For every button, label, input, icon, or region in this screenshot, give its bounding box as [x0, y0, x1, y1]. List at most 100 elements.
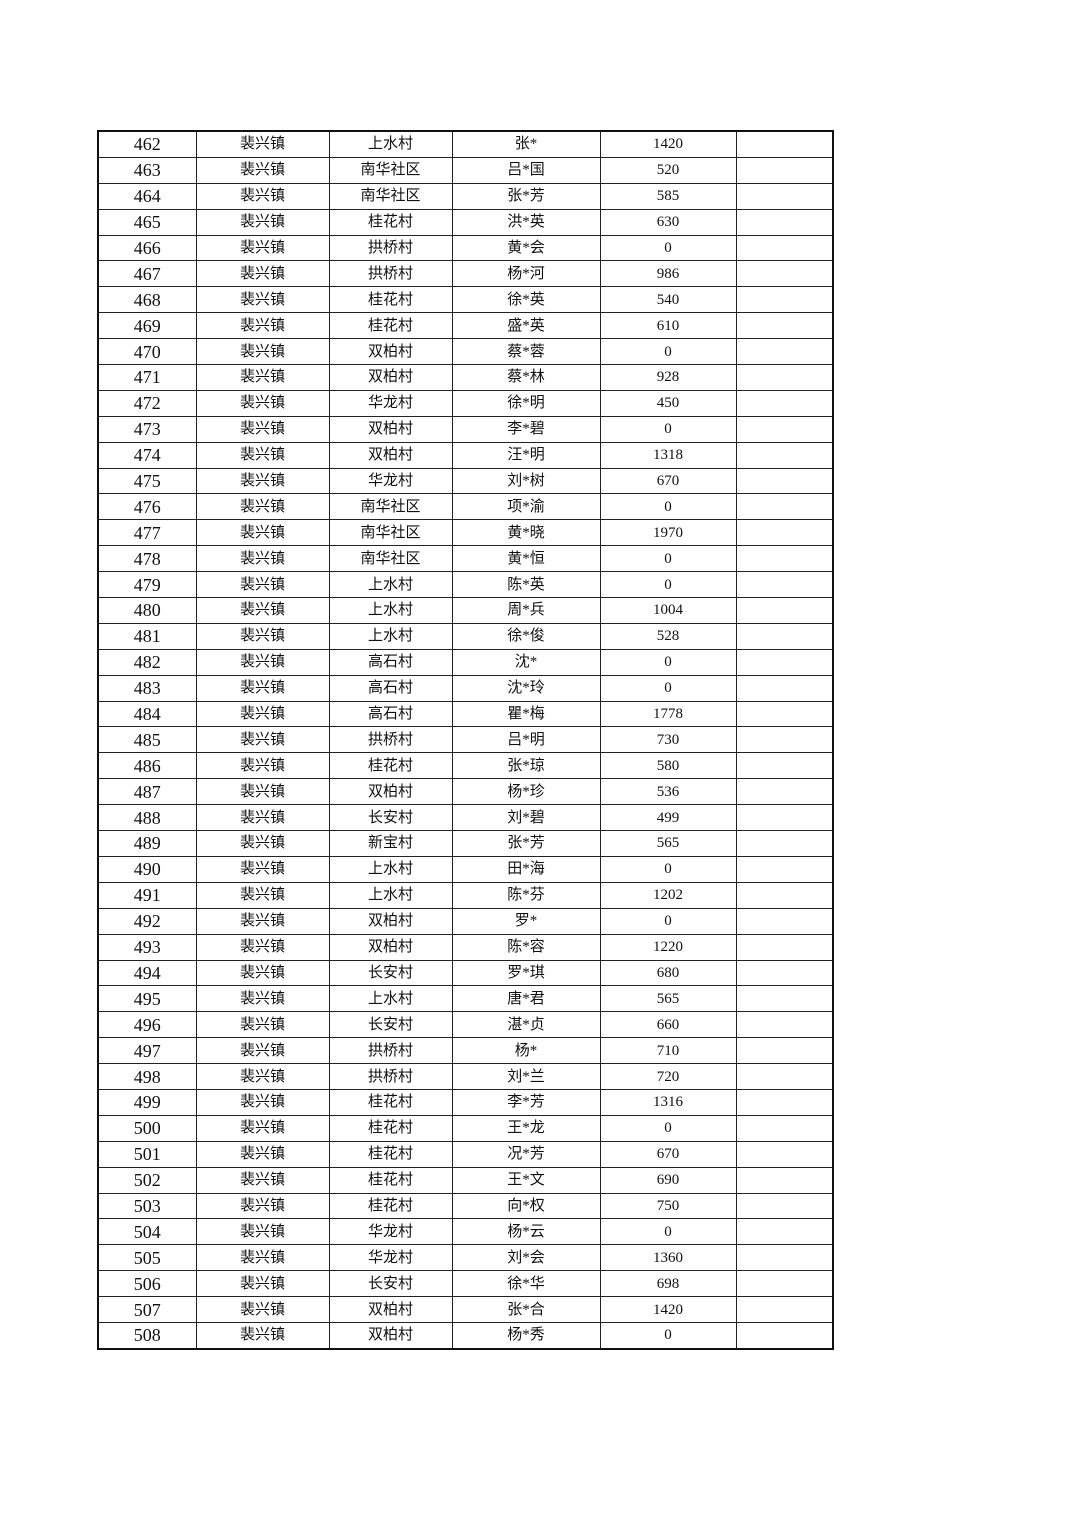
remark-cell: [735, 312, 834, 340]
row-number-cell: 507: [97, 1296, 197, 1323]
village-cell: 桂花村: [328, 286, 453, 314]
name-cell: 张*琼: [451, 752, 601, 780]
row-number-cell: 472: [97, 389, 197, 417]
village-cell: 高石村: [328, 700, 453, 728]
town-cell: 裴兴镇: [195, 752, 330, 780]
row-number-cell: 468: [97, 286, 197, 314]
village-cell: 新宝村: [328, 830, 453, 857]
name-cell: 唐*君: [451, 985, 601, 1013]
village-cell: 高石村: [328, 674, 453, 702]
remark-cell: [735, 545, 834, 573]
remark-cell: [735, 571, 834, 599]
town-cell: 裴兴镇: [195, 1011, 330, 1039]
row-number-cell: 499: [97, 1088, 197, 1116]
table-row: 480 裴兴镇 上水村 周*兵 1004: [97, 597, 834, 624]
amount-cell: 0: [599, 1321, 737, 1350]
village-cell: 桂花村: [328, 1088, 453, 1116]
amount-cell: 0: [599, 415, 737, 443]
name-cell: 李*碧: [451, 415, 601, 443]
town-cell: 裴兴镇: [195, 597, 330, 624]
name-cell: 黄*恒: [451, 545, 601, 573]
remark-cell: [735, 441, 834, 469]
table-row: 500 裴兴镇 桂花村 王*龙 0: [97, 1114, 834, 1142]
row-number-cell: 490: [97, 855, 197, 883]
remark-cell: [735, 1088, 834, 1116]
table-row: 475 裴兴镇 华龙村 刘*树 670: [97, 467, 834, 495]
table-row: 462 裴兴镇 上水村 张* 1420: [97, 130, 834, 158]
name-cell: 徐*英: [451, 286, 601, 314]
town-cell: 裴兴镇: [195, 130, 330, 158]
village-cell: 桂花村: [328, 1166, 453, 1194]
town-cell: 裴兴镇: [195, 286, 330, 314]
row-number-cell: 479: [97, 571, 197, 599]
table-row: 464 裴兴镇 南华社区 张*芳 585: [97, 182, 834, 210]
row-number-cell: 476: [97, 493, 197, 521]
village-cell: 桂花村: [328, 1140, 453, 1168]
remark-cell: [735, 1063, 834, 1090]
town-cell: 裴兴镇: [195, 1218, 330, 1246]
name-cell: 洪*英: [451, 208, 601, 236]
town-cell: 裴兴镇: [195, 881, 330, 909]
remark-cell: [735, 1244, 834, 1272]
village-cell: 上水村: [328, 881, 453, 909]
table-body: 462 裴兴镇 上水村 张* 1420 463 裴兴镇 南华社区 吕*国 520 464 裴兴镇 南华社…: [97, 130, 834, 1350]
table-row: 491 裴兴镇 上水村 陈*芬 1202: [97, 881, 834, 909]
amount-cell: 680: [599, 959, 737, 987]
village-cell: 上水村: [328, 130, 453, 158]
name-cell: 黄*晓: [451, 519, 601, 547]
village-cell: 双柏村: [328, 907, 453, 935]
row-number-cell: 485: [97, 726, 197, 754]
table-row: 499 裴兴镇 桂花村 李*芳 1316: [97, 1088, 834, 1116]
town-cell: 裴兴镇: [195, 1192, 330, 1220]
row-number-cell: 475: [97, 467, 197, 495]
table-row: 498 裴兴镇 拱桥村 刘*兰 720: [97, 1063, 834, 1090]
amount-cell: 1220: [599, 933, 737, 961]
table-row: 507 裴兴镇 双柏村 张*合 1420: [97, 1296, 834, 1323]
town-cell: 裴兴镇: [195, 415, 330, 443]
row-number-cell: 465: [97, 208, 197, 236]
name-cell: 徐*华: [451, 1270, 601, 1298]
name-cell: 杨*珍: [451, 778, 601, 806]
town-cell: 裴兴镇: [195, 907, 330, 935]
town-cell: 裴兴镇: [195, 1296, 330, 1323]
name-cell: 黄*会: [451, 234, 601, 262]
row-number-cell: 489: [97, 830, 197, 857]
village-cell: 长安村: [328, 804, 453, 832]
amount-cell: 1316: [599, 1088, 737, 1116]
remark-cell: [735, 182, 834, 210]
table-row: 465 裴兴镇 桂花村 洪*英 630: [97, 208, 834, 236]
village-cell: 桂花村: [328, 1114, 453, 1142]
row-number-cell: 467: [97, 260, 197, 288]
remark-cell: [735, 1296, 834, 1323]
table-row: 503 裴兴镇 桂花村 向*权 750: [97, 1192, 834, 1220]
name-cell: 王*文: [451, 1166, 601, 1194]
remark-cell: [735, 597, 834, 624]
village-cell: 桂花村: [328, 312, 453, 340]
village-cell: 南华社区: [328, 156, 453, 184]
amount-cell: 690: [599, 1166, 737, 1194]
town-cell: 裴兴镇: [195, 156, 330, 184]
village-cell: 拱桥村: [328, 1037, 453, 1065]
amount-cell: 730: [599, 726, 737, 754]
amount-cell: 450: [599, 389, 737, 417]
name-cell: 徐*明: [451, 389, 601, 417]
remark-cell: [735, 985, 834, 1013]
remark-cell: [735, 1114, 834, 1142]
table-row: 496 裴兴镇 长安村 湛*贞 660: [97, 1011, 834, 1039]
town-cell: 裴兴镇: [195, 700, 330, 728]
remark-cell: [735, 130, 834, 158]
amount-cell: 540: [599, 286, 737, 314]
remark-cell: [735, 1218, 834, 1246]
amount-cell: 580: [599, 752, 737, 780]
table-row: 486 裴兴镇 桂花村 张*琼 580: [97, 752, 834, 780]
remark-cell: [735, 674, 834, 702]
row-number-cell: 483: [97, 674, 197, 702]
village-cell: 桂花村: [328, 208, 453, 236]
amount-cell: 1004: [599, 597, 737, 624]
row-number-cell: 482: [97, 648, 197, 676]
remark-cell: [735, 519, 834, 547]
name-cell: 汪*明: [451, 441, 601, 469]
village-cell: 长安村: [328, 1270, 453, 1298]
table-row: 485 裴兴镇 拱桥村 吕*明 730: [97, 726, 834, 754]
name-cell: 张*: [451, 130, 601, 158]
